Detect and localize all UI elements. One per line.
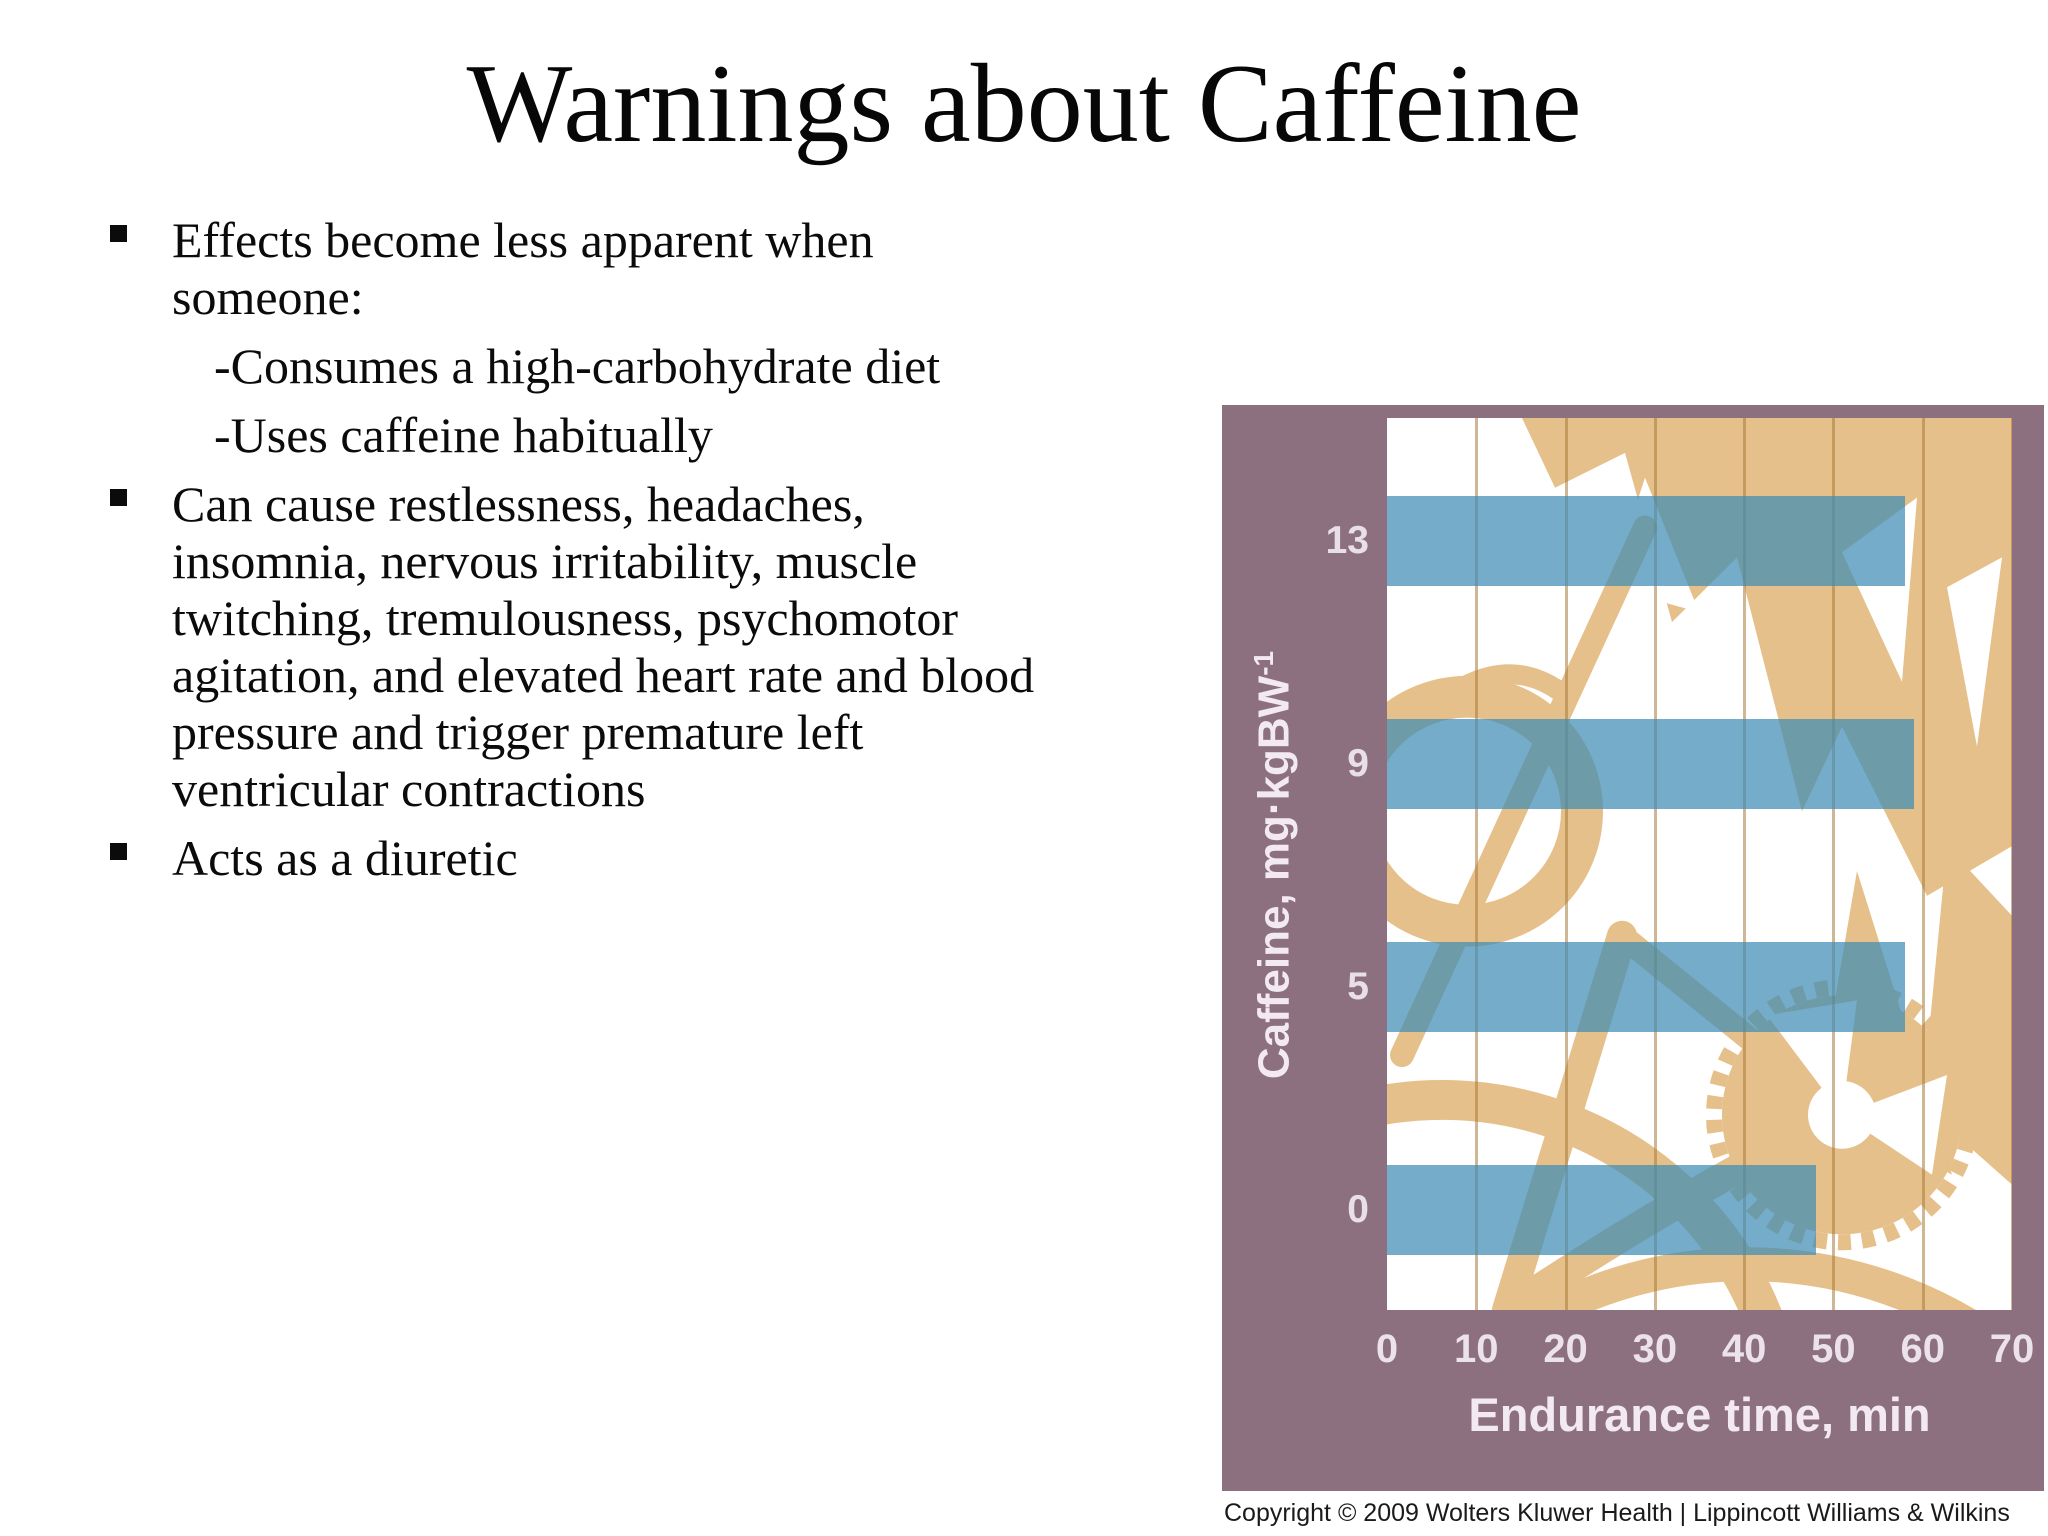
- y-axis-tick-labels: 13 9 5 0: [1222, 418, 1369, 1310]
- y-tick-label: 5: [1347, 964, 1369, 1008]
- x-axis-tick-labels: 0 10 20 30 40 50 60 70: [1376, 1327, 2034, 1377]
- bullet-item: Can cause restlessness, headaches, insomn…: [108, 476, 1188, 818]
- x-axis-title: Endurance time, min: [1468, 1388, 1931, 1441]
- bar: [1387, 1164, 1816, 1255]
- page-title: Warnings about Caffeine: [466, 42, 1582, 166]
- bar: [1387, 495, 1905, 586]
- x-tick-label: 0: [1375, 1327, 1399, 1371]
- bullet-line: -Uses caffeine habitually: [214, 407, 713, 463]
- bar: [1387, 941, 1905, 1032]
- sub-bullet-item: -Consumes a high-carbohydrate diet: [108, 338, 1188, 395]
- x-tick-label: 50: [1811, 1327, 1856, 1371]
- gridline: [1564, 418, 1568, 1310]
- bullet-marker-icon: [110, 843, 127, 860]
- x-tick-label: 10: [1454, 1327, 1499, 1371]
- x-tick-label: 60: [1900, 1327, 1945, 1371]
- bullet-line: -Consumes a high-carbohydrate diet: [214, 338, 941, 394]
- bullet-line: twitching, tremulousness, psychomotor: [172, 590, 959, 646]
- bullet-item: Acts as a diuretic: [108, 830, 1188, 887]
- sub-bullet-item: -Uses caffeine habitually: [108, 407, 1188, 464]
- x-tick-label: 70: [1989, 1327, 2035, 1371]
- bullet-line: ventricular contractions: [172, 761, 646, 817]
- y-tick-label: 0: [1347, 1187, 1369, 1231]
- gridline: [1921, 418, 1925, 1310]
- x-tick-label: 40: [1721, 1327, 1767, 1371]
- bullet-line: Acts as a diuretic: [172, 830, 518, 886]
- bullet-line: Effects become less apparent when: [172, 212, 874, 268]
- bullet-line: Can cause restlessness, headaches,: [172, 476, 865, 532]
- plot-area: [1387, 418, 2012, 1310]
- gridline: [1743, 418, 1747, 1310]
- bullet-line: someone:: [172, 269, 364, 325]
- x-tick-label: 30: [1632, 1327, 1678, 1371]
- gridline: [1832, 418, 1836, 1310]
- bullet-line: pressure and trigger premature left: [172, 704, 864, 760]
- bullet-line: agitation, and elevated heart rate and b…: [172, 647, 1035, 703]
- bullet-marker-icon: [110, 489, 127, 506]
- bar: [1387, 718, 1914, 809]
- y-tick-label: 13: [1325, 518, 1369, 562]
- bullet-list: Effects become less apparent when someone…: [108, 212, 1188, 899]
- y-tick-label: 9: [1347, 741, 1369, 785]
- bullet-line: insomnia, nervous irritability, muscle: [172, 533, 918, 589]
- chart-panel: Caffeine, mg·kgBW-1 13 9 5 0: [1222, 405, 2044, 1491]
- copyright-text: Copyright © 2009 Wolters Kluwer Health |…: [1224, 1499, 2010, 1527]
- x-tick-label: 20: [1543, 1327, 1588, 1371]
- gridline: [2011, 418, 2012, 1310]
- bullet-item: Effects become less apparent when someone…: [108, 212, 1188, 326]
- gridline: [1653, 418, 1657, 1310]
- gridline: [1475, 418, 1479, 1310]
- bullet-marker-icon: [110, 225, 127, 242]
